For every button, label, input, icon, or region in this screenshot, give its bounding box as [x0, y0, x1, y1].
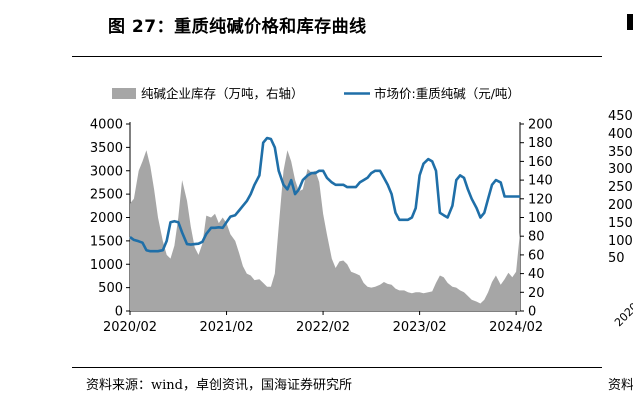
right-tick-label: 100 — [528, 211, 553, 226]
adjacent-panel-source-fragment: 资料 — [608, 378, 633, 393]
chart-source: 资料来源：wind，卓创资讯，国海证券研究所 — [86, 378, 352, 393]
left-tick-label: 3500 — [90, 141, 123, 156]
left-tick-label: 1500 — [90, 234, 123, 249]
right-tick-label: 20 — [528, 286, 545, 301]
chart-title: 图 27：重质纯碱价格和库存曲线 — [108, 17, 367, 37]
right-tick-label: 160 — [528, 155, 553, 170]
x-tick-label: 2024/02 — [489, 320, 543, 335]
x-tick-label: 2020/02 — [103, 320, 157, 335]
right-tick-label: 180 — [528, 136, 553, 151]
left-tick-label: 1000 — [90, 258, 123, 273]
left-tick-label: 4000 — [90, 118, 123, 133]
adjacent-panel-tick: 300 — [608, 162, 633, 178]
right-tick-label: 60 — [528, 248, 545, 263]
chart-tick-labels: 0 500 1000 1500 2000 2500 3000 3500 4000 0 20 40 60 8… — [90, 118, 553, 336]
bottom-rule — [72, 367, 602, 368]
adjacent-panel-tick: 100 — [608, 233, 633, 249]
right-tick-label: 40 — [528, 267, 545, 282]
adjacent-panel-tick: 250 — [608, 180, 633, 196]
adjacent-panel-tick: 150 — [608, 215, 633, 231]
adjacent-panel-ticks: 450 400 350 300 250 200 150 100 50 — [608, 108, 633, 268]
right-tick-label: 80 — [528, 230, 545, 245]
x-tick-label: 2023/02 — [393, 320, 447, 335]
right-tick-label: 0 — [528, 305, 536, 320]
legend-label-price: 市场价:重质纯碱（元/吨） — [374, 86, 520, 101]
right-tick-label: 120 — [528, 192, 553, 207]
right-tick-label: 140 — [528, 174, 553, 189]
chart-legend: 纯碱企业库存（万吨，右轴） 市场价:重质纯碱（元/吨） — [112, 86, 520, 101]
chart-marks — [129, 136, 520, 311]
x-tick-label: 2021/02 — [200, 320, 254, 335]
adjacent-panel-tick: 50 — [608, 251, 625, 267]
left-tick-label: 0 — [115, 305, 123, 320]
right-tick-label: 200 — [528, 118, 553, 133]
adjacent-panel-tick: 200 — [608, 197, 633, 213]
left-tick-label: 2500 — [90, 188, 123, 203]
adjacent-panel-tick: 400 — [608, 126, 633, 142]
left-tick-label: 2000 — [90, 211, 123, 226]
top-rule — [72, 56, 602, 57]
left-tick-label: 500 — [98, 281, 123, 296]
price-line — [129, 136, 520, 253]
legend-label-inventory: 纯碱企业库存（万吨，右轴） — [141, 86, 304, 101]
left-tick-label: 3000 — [90, 164, 123, 179]
adjacent-panel-title-fragment — [627, 14, 633, 30]
inventory-area — [130, 150, 520, 311]
x-tick-label: 2022/02 — [296, 320, 350, 335]
adjacent-panel-tick: 350 — [608, 144, 633, 160]
legend-swatch-inventory — [112, 88, 136, 99]
adjacent-panel-tick: 450 — [608, 109, 633, 124]
